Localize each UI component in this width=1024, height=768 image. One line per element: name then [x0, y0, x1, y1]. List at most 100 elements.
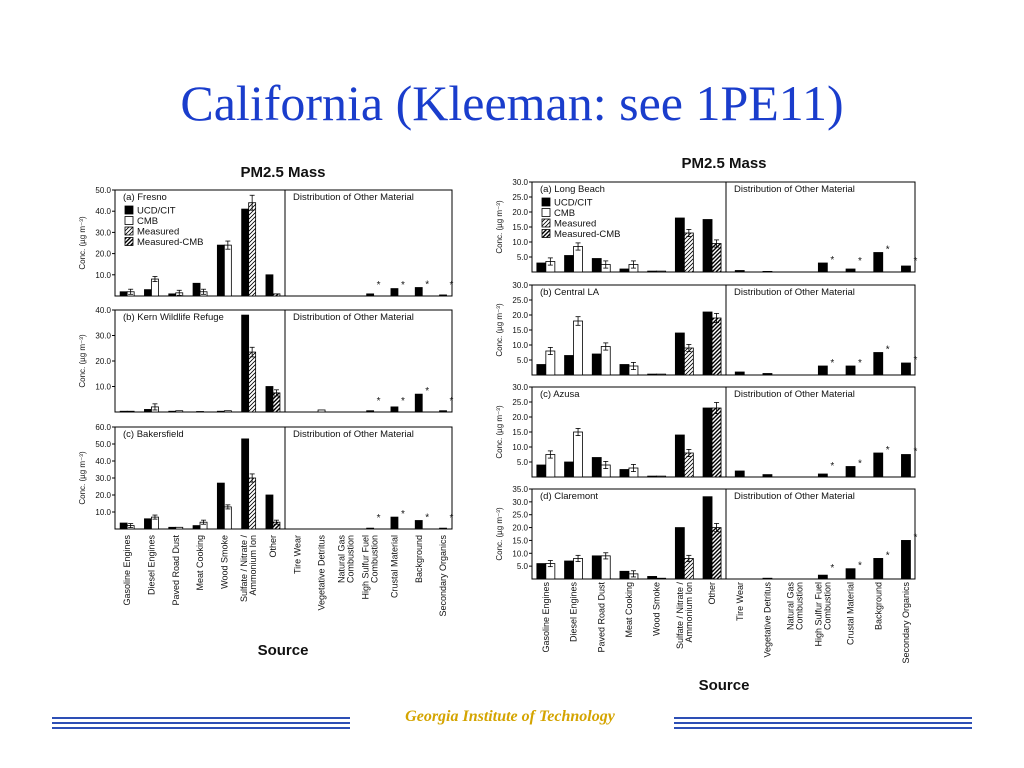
- footer-text: Georgia Institute of Technology: [405, 708, 615, 725]
- star-marker: *: [858, 358, 862, 369]
- bar: [265, 494, 274, 530]
- bar: [591, 258, 602, 273]
- legend-swatch: [124, 205, 134, 215]
- category-label: Combustion: [822, 582, 832, 630]
- bar: [901, 454, 911, 478]
- bar: [390, 288, 399, 297]
- category-label: Combustion: [370, 535, 380, 583]
- slide-title: California (Kleeman: see 1PE11): [180, 75, 844, 131]
- footer-line-right: [674, 722, 972, 724]
- legend-label: CMB: [137, 216, 158, 227]
- category-label: Secondary Organics: [438, 535, 448, 617]
- bar: [126, 410, 135, 413]
- category-label: Tire Wear: [735, 582, 745, 621]
- category-label: Combustion: [795, 582, 805, 630]
- divider-label: Distribution of Other Material: [734, 287, 855, 298]
- category-label: Ammonium Ion: [684, 582, 694, 643]
- bar: [317, 409, 326, 413]
- y-tick-label: 10.0: [512, 341, 528, 350]
- y-tick-label: 20.0: [512, 208, 528, 217]
- category-label: High Sulfur Fuel: [361, 535, 371, 600]
- bar: [265, 386, 274, 413]
- star-marker: *: [913, 447, 917, 458]
- bar: [192, 525, 201, 530]
- bar: [168, 526, 177, 530]
- star-marker: *: [377, 280, 381, 291]
- bar: [901, 265, 911, 273]
- divider-label: Distribution of Other Material: [293, 192, 414, 203]
- bar: [175, 526, 184, 530]
- y-axis-title: Conc. (µg m⁻³): [78, 216, 87, 270]
- y-tick-label: 30.0: [95, 228, 111, 237]
- bar: [702, 407, 713, 478]
- bar: [734, 470, 745, 478]
- bar: [647, 475, 658, 478]
- category-label: Wood Smoke: [652, 582, 662, 636]
- y-tick-label: 25.0: [512, 511, 528, 520]
- bar: [573, 320, 583, 376]
- y-axis-title: Conc. (µg m⁻³): [495, 405, 504, 459]
- legend-swatch: [541, 229, 551, 238]
- bar: [873, 352, 884, 376]
- star-marker: *: [425, 513, 429, 524]
- bar: [591, 457, 602, 478]
- bar: [762, 577, 773, 580]
- legend-label: UCD/CIT: [554, 198, 593, 209]
- y-tick-label: 5.0: [517, 253, 529, 262]
- star-marker: *: [401, 280, 405, 291]
- y-tick-label: 30.0: [512, 178, 528, 187]
- category-label: Diesel Engines: [146, 535, 156, 596]
- bar: [656, 373, 667, 376]
- bar: [901, 362, 911, 376]
- star-marker: *: [886, 550, 890, 561]
- bar: [901, 540, 911, 580]
- bar: [702, 496, 713, 580]
- bar: [619, 570, 630, 580]
- star-marker: *: [858, 561, 862, 572]
- category-label: Gasoline Engines: [122, 535, 132, 606]
- y-tick-label: 20.0: [95, 357, 111, 366]
- footer-line-left: [52, 727, 350, 729]
- star-marker: *: [401, 509, 405, 520]
- panel-label: (c) Bakersfield: [123, 429, 184, 440]
- y-tick-label: 10.0: [95, 508, 111, 517]
- panel-label: (d) Claremont: [540, 491, 598, 502]
- panel-label: (a) Fresno: [123, 192, 167, 203]
- bar: [711, 317, 722, 376]
- star-marker: *: [425, 280, 429, 291]
- bar: [248, 351, 257, 413]
- legend-label: Measured: [137, 227, 179, 238]
- bar: [366, 527, 375, 530]
- y-tick-label: 10.0: [512, 549, 528, 558]
- legend-label: Measured-CMB: [554, 229, 621, 240]
- category-label: Paved Road Dust: [171, 535, 181, 606]
- y-tick-label: 25.0: [512, 398, 528, 407]
- legend-label: Measured: [554, 219, 596, 230]
- x-axis-title: Source: [258, 642, 309, 659]
- y-tick-label: 25.0: [512, 193, 528, 202]
- category-label: Crustal Material: [389, 535, 399, 598]
- bar: [536, 464, 547, 478]
- bar: [414, 520, 423, 530]
- footer-line-left: [52, 717, 350, 719]
- legend-swatch: [124, 216, 134, 225]
- bar: [647, 576, 658, 580]
- category-label: Sulfate / Nitrate /: [675, 582, 685, 650]
- y-axis-title: Conc. (µg m⁻³): [495, 507, 504, 561]
- chart-title: PM2.5 Mass: [681, 155, 766, 172]
- divider-label: Distribution of Other Material: [734, 491, 855, 502]
- bar: [192, 282, 201, 297]
- bar: [591, 555, 602, 580]
- bar: [711, 243, 722, 273]
- bar: [223, 410, 232, 413]
- star-marker: *: [830, 563, 834, 574]
- y-tick-label: 15.0: [512, 326, 528, 335]
- category-label: Natural Gas: [336, 535, 346, 584]
- category-label: High Sulfur Fuel: [813, 582, 823, 647]
- bar: [873, 252, 884, 273]
- category-label: Diesel Engines: [569, 582, 579, 643]
- y-tick-label: 10.0: [95, 383, 111, 392]
- bar: [647, 373, 658, 376]
- star-marker: *: [913, 256, 917, 267]
- y-tick-label: 10.0: [512, 443, 528, 452]
